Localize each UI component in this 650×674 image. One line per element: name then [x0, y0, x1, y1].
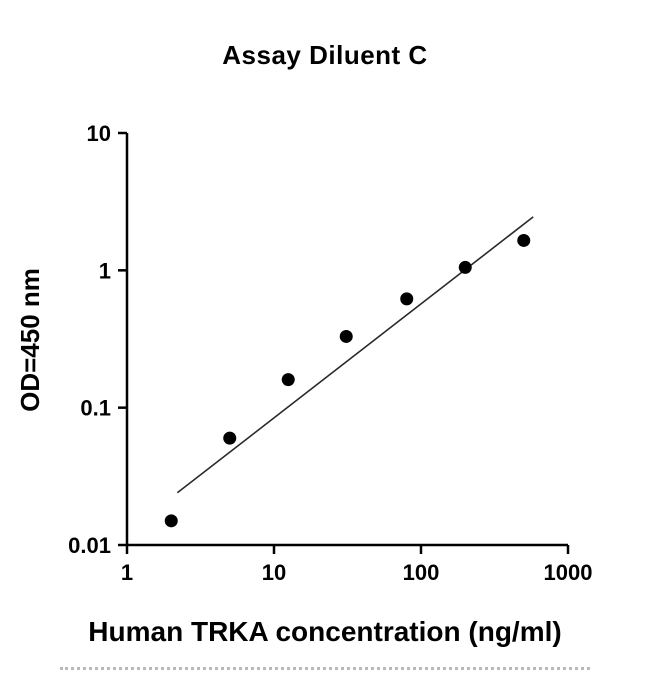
data-point-marker — [164, 514, 178, 528]
data-point-marker — [223, 431, 237, 445]
fit-line — [176, 216, 534, 494]
data-point-marker — [281, 373, 295, 387]
x-tick-label: 10 — [262, 560, 286, 585]
x-tick-label: 100 — [403, 560, 440, 585]
x-tick-label: 1000 — [544, 560, 593, 585]
data-point-marker — [458, 260, 472, 274]
chart-title: Assay Diluent C — [222, 40, 428, 70]
data-point-marker — [339, 329, 353, 343]
data-point-marker — [517, 233, 531, 247]
data-point-marker — [400, 292, 414, 306]
y-tick-label: 1 — [99, 258, 111, 283]
x-tick-label: 1 — [121, 560, 133, 585]
y-tick-label: 0.01 — [68, 533, 111, 558]
x-axis-label: Human TRKA concentration (ng/ml) — [88, 616, 562, 647]
y-tick-label: 0.1 — [80, 396, 111, 421]
bottom-dotted-rule — [60, 667, 590, 670]
y-tick-label: 10 — [87, 121, 111, 146]
